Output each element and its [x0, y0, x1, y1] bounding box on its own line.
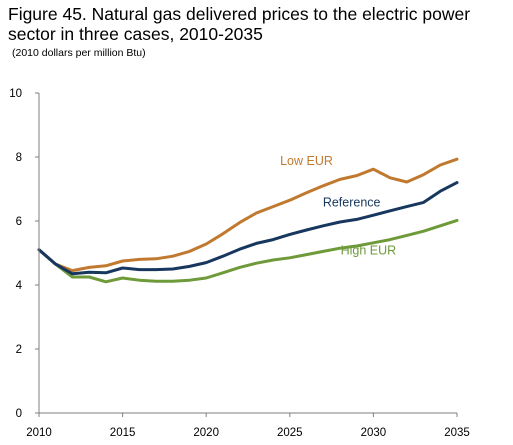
series-line-low-eur: [37, 157, 459, 273]
y-tick-label: 0: [16, 408, 22, 420]
axis-layer: 0 2 4 6 8 10 2010 2015 2020 2025 2030 2035: [9, 88, 470, 439]
series-line-reference: [37, 181, 459, 276]
y-tick-label: 4: [16, 280, 23, 292]
x-tick-label: 2035: [444, 427, 470, 439]
y-tick-label: 6: [16, 216, 22, 228]
chart-subtitle: (2010 dollars per million Btu): [12, 47, 146, 59]
x-tick-label: 2030: [361, 427, 387, 439]
x-tick-label: 2015: [110, 427, 136, 439]
x-tick-label: 2010: [26, 427, 52, 439]
y-tick-label: 2: [16, 344, 22, 356]
x-tick-label: 2020: [193, 427, 219, 439]
series-label-low-eur: Low EUR: [280, 154, 333, 168]
chart-title: Figure 45. Natural gas delivered prices …: [8, 4, 471, 44]
series-label-high-eur: High EUR: [341, 244, 397, 258]
series-layer: [37, 157, 459, 284]
series-line-high-eur: [37, 218, 459, 284]
series-label-reference: Reference: [323, 196, 381, 210]
x-tick-label: 2025: [277, 427, 303, 439]
y-tick-label: 10: [9, 88, 22, 100]
y-tick-label: 8: [16, 152, 22, 164]
label-layer: Low EUR Reference High EUR: [280, 154, 396, 258]
